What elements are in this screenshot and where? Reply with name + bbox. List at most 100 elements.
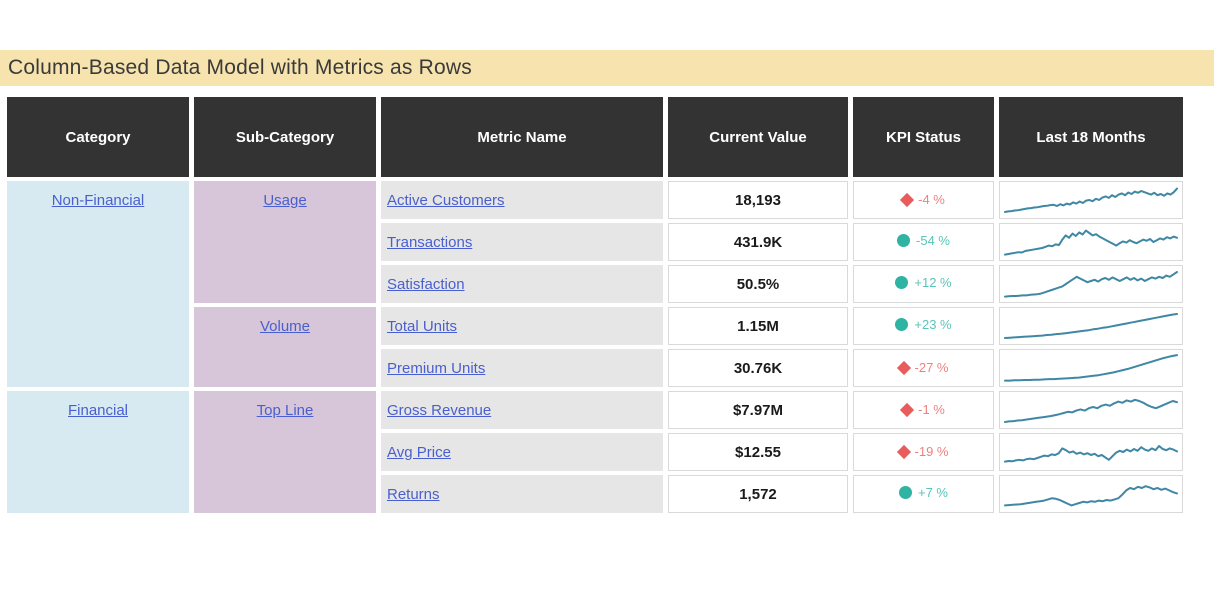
category-link-non-financial[interactable]: Non-Financial: [51, 192, 145, 209]
table-row: Financial Top Line Gross Revenue $7.97M -1 %: [7, 391, 1183, 513]
subcategory-cell: Usage: [194, 181, 376, 303]
metric-link-avg-price[interactable]: Avg Price: [387, 443, 451, 461]
current-value-cell: 431.9K: [668, 223, 848, 261]
table-row: Transactions 431.9K -54 %: [7, 223, 1183, 261]
kpi-diamond-icon: [900, 402, 915, 417]
metric-name-cell: Satisfaction: [381, 265, 663, 303]
kpi-percent-label: +7 %: [918, 485, 948, 500]
kpi-percent-label: -19 %: [914, 444, 949, 459]
sparkline-chart: [1004, 229, 1178, 256]
metric-name-cell: Transactions: [381, 223, 663, 261]
table-header-row: Category Sub-Category Metric Name Current V…: [7, 97, 1183, 177]
kpi-status-indicator: -1 %: [900, 402, 945, 417]
current-value-cell: 18,193: [668, 181, 848, 219]
column-header-current-value[interactable]: Current Value: [668, 97, 848, 177]
current-value-cell: 1.15M: [668, 307, 848, 345]
metric-link-transactions[interactable]: Transactions: [387, 233, 473, 251]
kpi-circle-icon: [897, 234, 911, 247]
table-row: Non-Financial Usage Active Customers 18,193…: [7, 181, 1183, 387]
category-link-financial[interactable]: Financial: [67, 402, 129, 419]
last-18-months-cell: [999, 181, 1183, 219]
metric-link-active-customers[interactable]: Active Customers: [387, 191, 505, 209]
kpi-circle-icon: [895, 276, 909, 289]
kpi-circle-icon: [895, 318, 909, 331]
kpi-diamond-icon: [896, 444, 911, 459]
kpi-status-cell: +7 %: [853, 475, 994, 513]
metric-link-satisfaction[interactable]: Satisfaction: [387, 275, 465, 293]
kpi-status-cell: +12 %: [853, 265, 994, 303]
sparkline-chart: [1004, 354, 1178, 382]
visual-title-bar: Column-Based Data Model with Metrics as …: [0, 50, 1214, 86]
kpi-status-cell: -54 %: [853, 223, 994, 261]
kpi-percent-label: +12 %: [914, 275, 952, 290]
kpi-status-indicator: -19 %: [896, 444, 949, 459]
kpi-percent-label: +23 %: [914, 317, 952, 332]
kpi-diamond-icon: [900, 192, 915, 207]
sparkline-chart: [1004, 485, 1178, 507]
column-header-category[interactable]: Category: [7, 97, 189, 177]
subcategory-link-usage[interactable]: Usage: [263, 192, 307, 209]
kpi-percent-label: -1 %: [918, 402, 945, 417]
sparkline-chart: [1004, 313, 1178, 339]
table-row: Returns 1,572 +7 %: [7, 475, 1183, 513]
metric-name-cell: Premium Units: [381, 349, 663, 387]
category-cell: Non-Financial: [7, 181, 189, 387]
kpi-percent-label: -54 %: [916, 233, 950, 248]
last-18-months-cell: [999, 349, 1183, 387]
kpi-status-indicator: +23 %: [895, 317, 952, 332]
metric-name-cell: Gross Revenue: [381, 391, 663, 429]
current-value-cell: 1,572: [668, 475, 848, 513]
kpi-status-cell: -19 %: [853, 433, 994, 471]
last-18-months-cell: [999, 475, 1183, 513]
column-header-kpi-status[interactable]: KPI Status: [853, 97, 994, 177]
column-header-metric-name[interactable]: Metric Name: [381, 97, 663, 177]
metric-link-total-units[interactable]: Total Units: [387, 317, 458, 335]
page-title: Column-Based Data Model with Metrics as …: [8, 56, 472, 79]
kpi-diamond-icon: [896, 360, 911, 375]
table-row: Premium Units 30.76K -27 %: [7, 349, 1183, 387]
column-header-last-18-months[interactable]: Last 18 Months: [999, 97, 1183, 177]
current-value-cell: $12.55: [668, 433, 848, 471]
last-18-months-cell: [999, 265, 1183, 303]
kpi-status-indicator: -54 %: [897, 233, 950, 248]
metric-link-premium-units[interactable]: Premium Units: [387, 359, 486, 377]
subcategory-cell: Volume: [194, 307, 376, 387]
current-value-cell: 50.5%: [668, 265, 848, 303]
last-18-months-cell: [999, 433, 1183, 471]
metric-link-gross-revenue[interactable]: Gross Revenue: [387, 401, 492, 419]
kpi-status-indicator: +12 %: [895, 275, 952, 290]
category-cell: Financial: [7, 391, 189, 513]
kpi-percent-label: -4 %: [918, 192, 945, 207]
metric-name-cell: Returns: [381, 475, 663, 513]
metric-name-cell: Active Customers: [381, 181, 663, 219]
subcategory-link-top-line[interactable]: Top Line: [256, 402, 314, 419]
subcategory-link-volume[interactable]: Volume: [259, 318, 311, 335]
sparkline-chart: [1004, 187, 1178, 213]
kpi-status-indicator: -27 %: [896, 360, 949, 375]
current-value-cell: $7.97M: [668, 391, 848, 429]
table-row: Avg Price $12.55 -19 %: [7, 433, 1183, 471]
metrics-table: Category Sub-Category Metric Name Current V…: [2, 93, 1188, 517]
metric-link-returns[interactable]: Returns: [387, 485, 440, 503]
last-18-months-cell: [999, 223, 1183, 261]
table-row: Volume Total Units 1.15M +23 %: [7, 307, 1183, 387]
metric-name-cell: Avg Price: [381, 433, 663, 471]
subcategory-cell: Top Line: [194, 391, 376, 513]
kpi-circle-icon: [899, 486, 912, 499]
sparkline-chart: [1004, 271, 1178, 298]
sparkline-chart: [1004, 398, 1178, 423]
kpi-status-cell: +23 %: [853, 307, 994, 345]
last-18-months-cell: [999, 307, 1183, 345]
column-header-sub-category[interactable]: Sub-Category: [194, 97, 376, 177]
kpi-status-cell: -27 %: [853, 349, 994, 387]
kpi-status-indicator: +7 %: [899, 485, 948, 500]
kpi-percent-label: -27 %: [914, 360, 949, 375]
kpi-status-indicator: -4 %: [900, 192, 945, 207]
sparkline-chart: [1004, 445, 1178, 463]
current-value-cell: 30.76K: [668, 349, 848, 387]
metric-name-cell: Total Units: [381, 307, 663, 345]
table-row: Satisfaction 50.5% +12 %: [7, 265, 1183, 303]
kpi-status-cell: -4 %: [853, 181, 994, 219]
kpi-status-cell: -1 %: [853, 391, 994, 429]
last-18-months-cell: [999, 391, 1183, 429]
